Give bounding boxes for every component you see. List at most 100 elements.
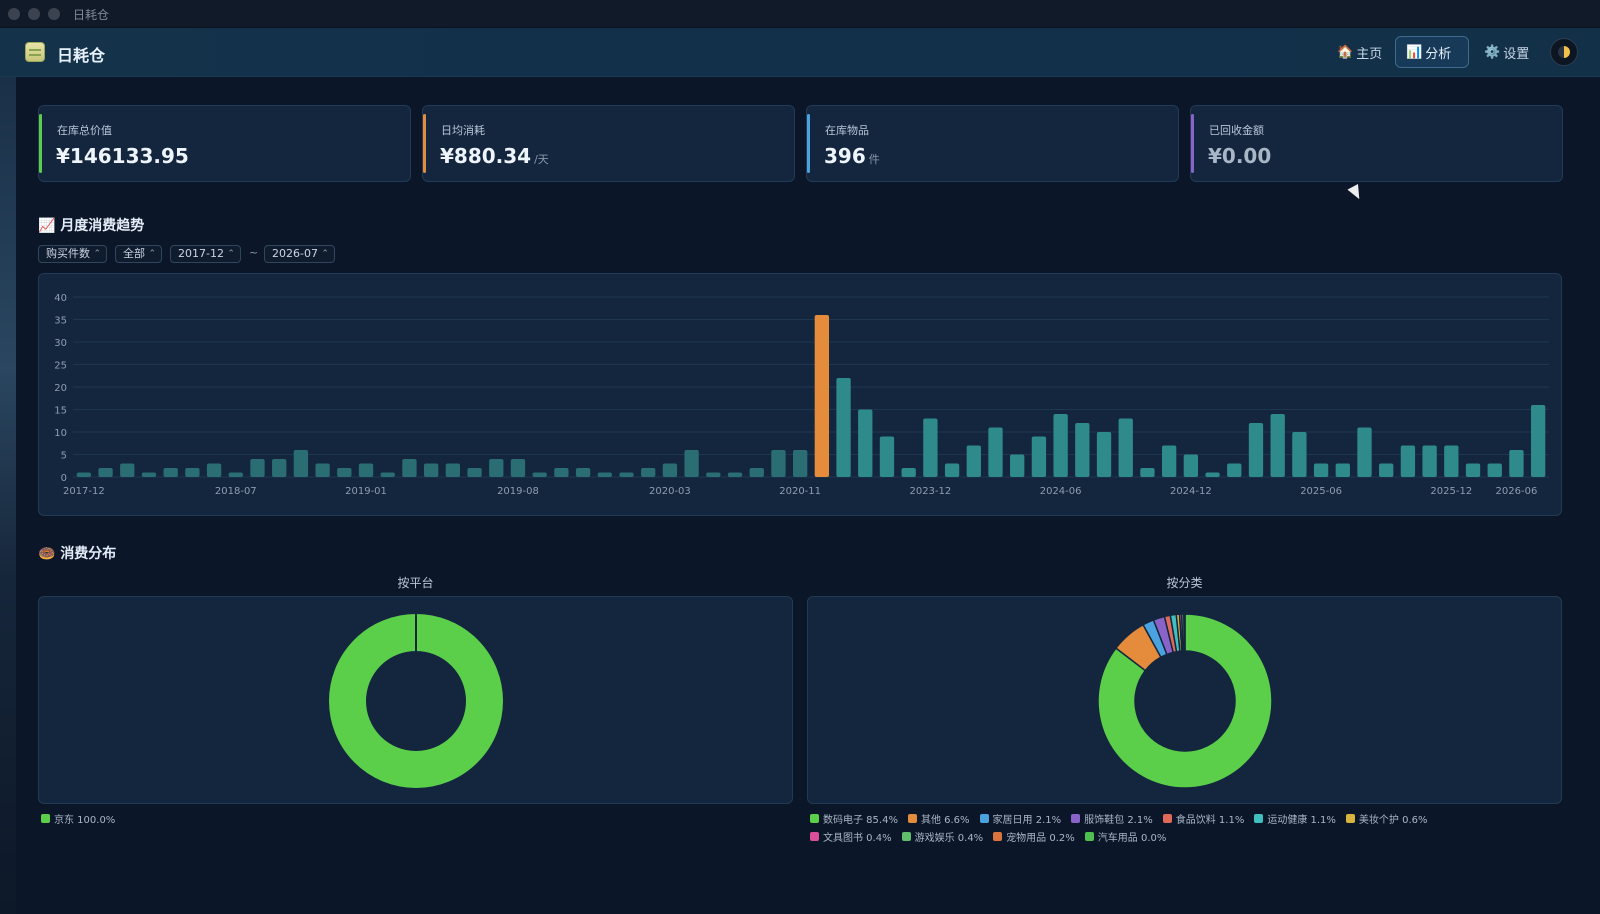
legend-swatch [1071, 813, 1081, 823]
trend-bar[interactable] [228, 472, 243, 478]
trend-bar[interactable] [1140, 468, 1155, 477]
trend-bar[interactable] [1270, 414, 1285, 477]
trend-bar[interactable] [1118, 418, 1133, 478]
trend-bar[interactable] [1422, 445, 1437, 478]
end-month-select[interactable]: 2026-07 [264, 245, 335, 263]
trend-bar[interactable] [836, 378, 851, 477]
legend-item[interactable]: 文具图书 0.4% [810, 828, 892, 844]
stat-accent-bar [423, 114, 426, 173]
trend-bar[interactable] [727, 472, 743, 478]
trend-bar[interactable] [250, 459, 265, 477]
trend-bar[interactable] [814, 315, 830, 477]
nav-home[interactable]: 🏠 主页 [1327, 36, 1392, 68]
trend-bar[interactable] [749, 468, 764, 477]
trend-bar[interactable] [1487, 463, 1502, 478]
minimize-window-button[interactable] [28, 8, 40, 20]
trend-bar[interactable] [141, 472, 157, 478]
trend-bar[interactable] [554, 468, 569, 477]
metric-select[interactable]: 购买件数 [38, 245, 107, 263]
legend-item[interactable]: 数码电子 85.4% [810, 810, 898, 826]
trend-bar[interactable] [315, 463, 330, 478]
trend-bar[interactable] [1075, 423, 1090, 477]
pie-slice[interactable] [329, 614, 503, 788]
trend-bar[interactable] [1379, 463, 1394, 478]
trend-bar[interactable] [662, 463, 678, 478]
trend-bar[interactable] [1530, 405, 1546, 477]
trend-bar[interactable] [185, 468, 200, 477]
x-tick-label: 2025-12 [1430, 486, 1472, 497]
legend-item[interactable]: 其他 6.6% [907, 810, 970, 826]
trend-bar[interactable] [206, 463, 222, 478]
trend-bar[interactable] [1183, 454, 1199, 478]
trend-bar[interactable] [1031, 436, 1047, 478]
trend-bar[interactable] [293, 450, 309, 477]
scope-select[interactable]: 全部 [115, 245, 162, 263]
trend-bar[interactable] [641, 468, 656, 477]
trend-bar[interactable] [1010, 454, 1025, 478]
legend-item[interactable]: 运动健康 1.1% [1254, 810, 1336, 826]
legend-item[interactable]: 汽车用品 0.0% [1084, 828, 1166, 844]
zoom-window-button[interactable] [48, 8, 60, 20]
trend-bar[interactable] [380, 472, 395, 478]
trend-bar[interactable] [1248, 423, 1264, 477]
legend-item[interactable]: 京东 100.0% [41, 810, 115, 826]
trend-bar[interactable] [923, 418, 938, 478]
trend-bar[interactable] [1161, 445, 1177, 478]
trend-bar[interactable] [120, 463, 135, 478]
trend-bar[interactable] [1465, 463, 1481, 478]
trend-bar[interactable] [1053, 414, 1068, 477]
notebook-logo-icon [25, 42, 45, 62]
trend-bar[interactable] [792, 450, 808, 477]
trend-bar[interactable] [1444, 445, 1459, 478]
pie-slice[interactable] [1183, 613, 1186, 652]
trend-bar[interactable] [858, 409, 873, 478]
trend-bar[interactable] [1205, 472, 1220, 478]
nav-analysis[interactable]: 📊 分析 [1395, 36, 1469, 68]
trend-bar[interactable] [879, 436, 895, 478]
trend-bar[interactable] [402, 459, 417, 477]
trend-bar[interactable] [1292, 432, 1307, 477]
trend-bar[interactable] [76, 472, 92, 478]
trend-bar[interactable] [1509, 450, 1524, 477]
nav-settings[interactable]: ⚙️ 设置 [1474, 36, 1539, 68]
trend-bar[interactable] [575, 468, 591, 477]
trend-bar[interactable] [358, 463, 374, 478]
trend-bar[interactable] [706, 472, 721, 478]
legend-item[interactable]: 食品饮料 1.1% [1162, 810, 1244, 826]
trend-bar[interactable] [771, 450, 786, 477]
x-tick-label: 2018-07 [215, 486, 257, 497]
trend-bar[interactable] [272, 459, 287, 477]
trend-bar[interactable] [1335, 463, 1350, 478]
trend-bar[interactable] [1096, 432, 1112, 477]
trend-bar[interactable] [337, 468, 352, 477]
trend-bar[interactable] [944, 463, 960, 478]
legend-item[interactable]: 服饰鞋包 2.1% [1071, 810, 1153, 826]
trend-bar[interactable] [163, 468, 178, 477]
pie-slice[interactable] [1097, 613, 1273, 789]
trend-bar[interactable] [901, 468, 916, 477]
theme-toggle-button[interactable] [1550, 38, 1578, 66]
trend-bar[interactable] [684, 450, 699, 477]
trend-bar[interactable] [1357, 427, 1372, 478]
legend-item[interactable]: 家居日用 2.1% [979, 810, 1061, 826]
trend-bar[interactable] [966, 445, 981, 478]
trend-bar[interactable] [619, 472, 634, 478]
trend-bar[interactable] [445, 463, 461, 478]
legend-item[interactable]: 美妆个护 0.6% [1345, 810, 1428, 826]
trend-bar[interactable] [467, 468, 482, 477]
trend-bar[interactable] [489, 459, 504, 477]
trend-bar[interactable] [597, 472, 612, 478]
trend-bar[interactable] [1400, 445, 1416, 478]
x-tick-label: 2019-01 [345, 486, 387, 497]
trend-bar[interactable] [532, 472, 547, 478]
trend-bar[interactable] [510, 459, 526, 477]
trend-bar[interactable] [988, 427, 1003, 478]
close-window-button[interactable] [8, 8, 20, 20]
trend-bar[interactable] [98, 468, 113, 477]
trend-bar[interactable] [1313, 463, 1329, 478]
legend-item[interactable]: 游戏娱乐 0.4% [901, 828, 983, 844]
trend-bar[interactable] [423, 463, 439, 478]
start-month-select[interactable]: 2017-12 [170, 245, 241, 263]
trend-bar[interactable] [1227, 463, 1242, 478]
legend-item[interactable]: 宠物用品 0.2% [993, 828, 1075, 844]
